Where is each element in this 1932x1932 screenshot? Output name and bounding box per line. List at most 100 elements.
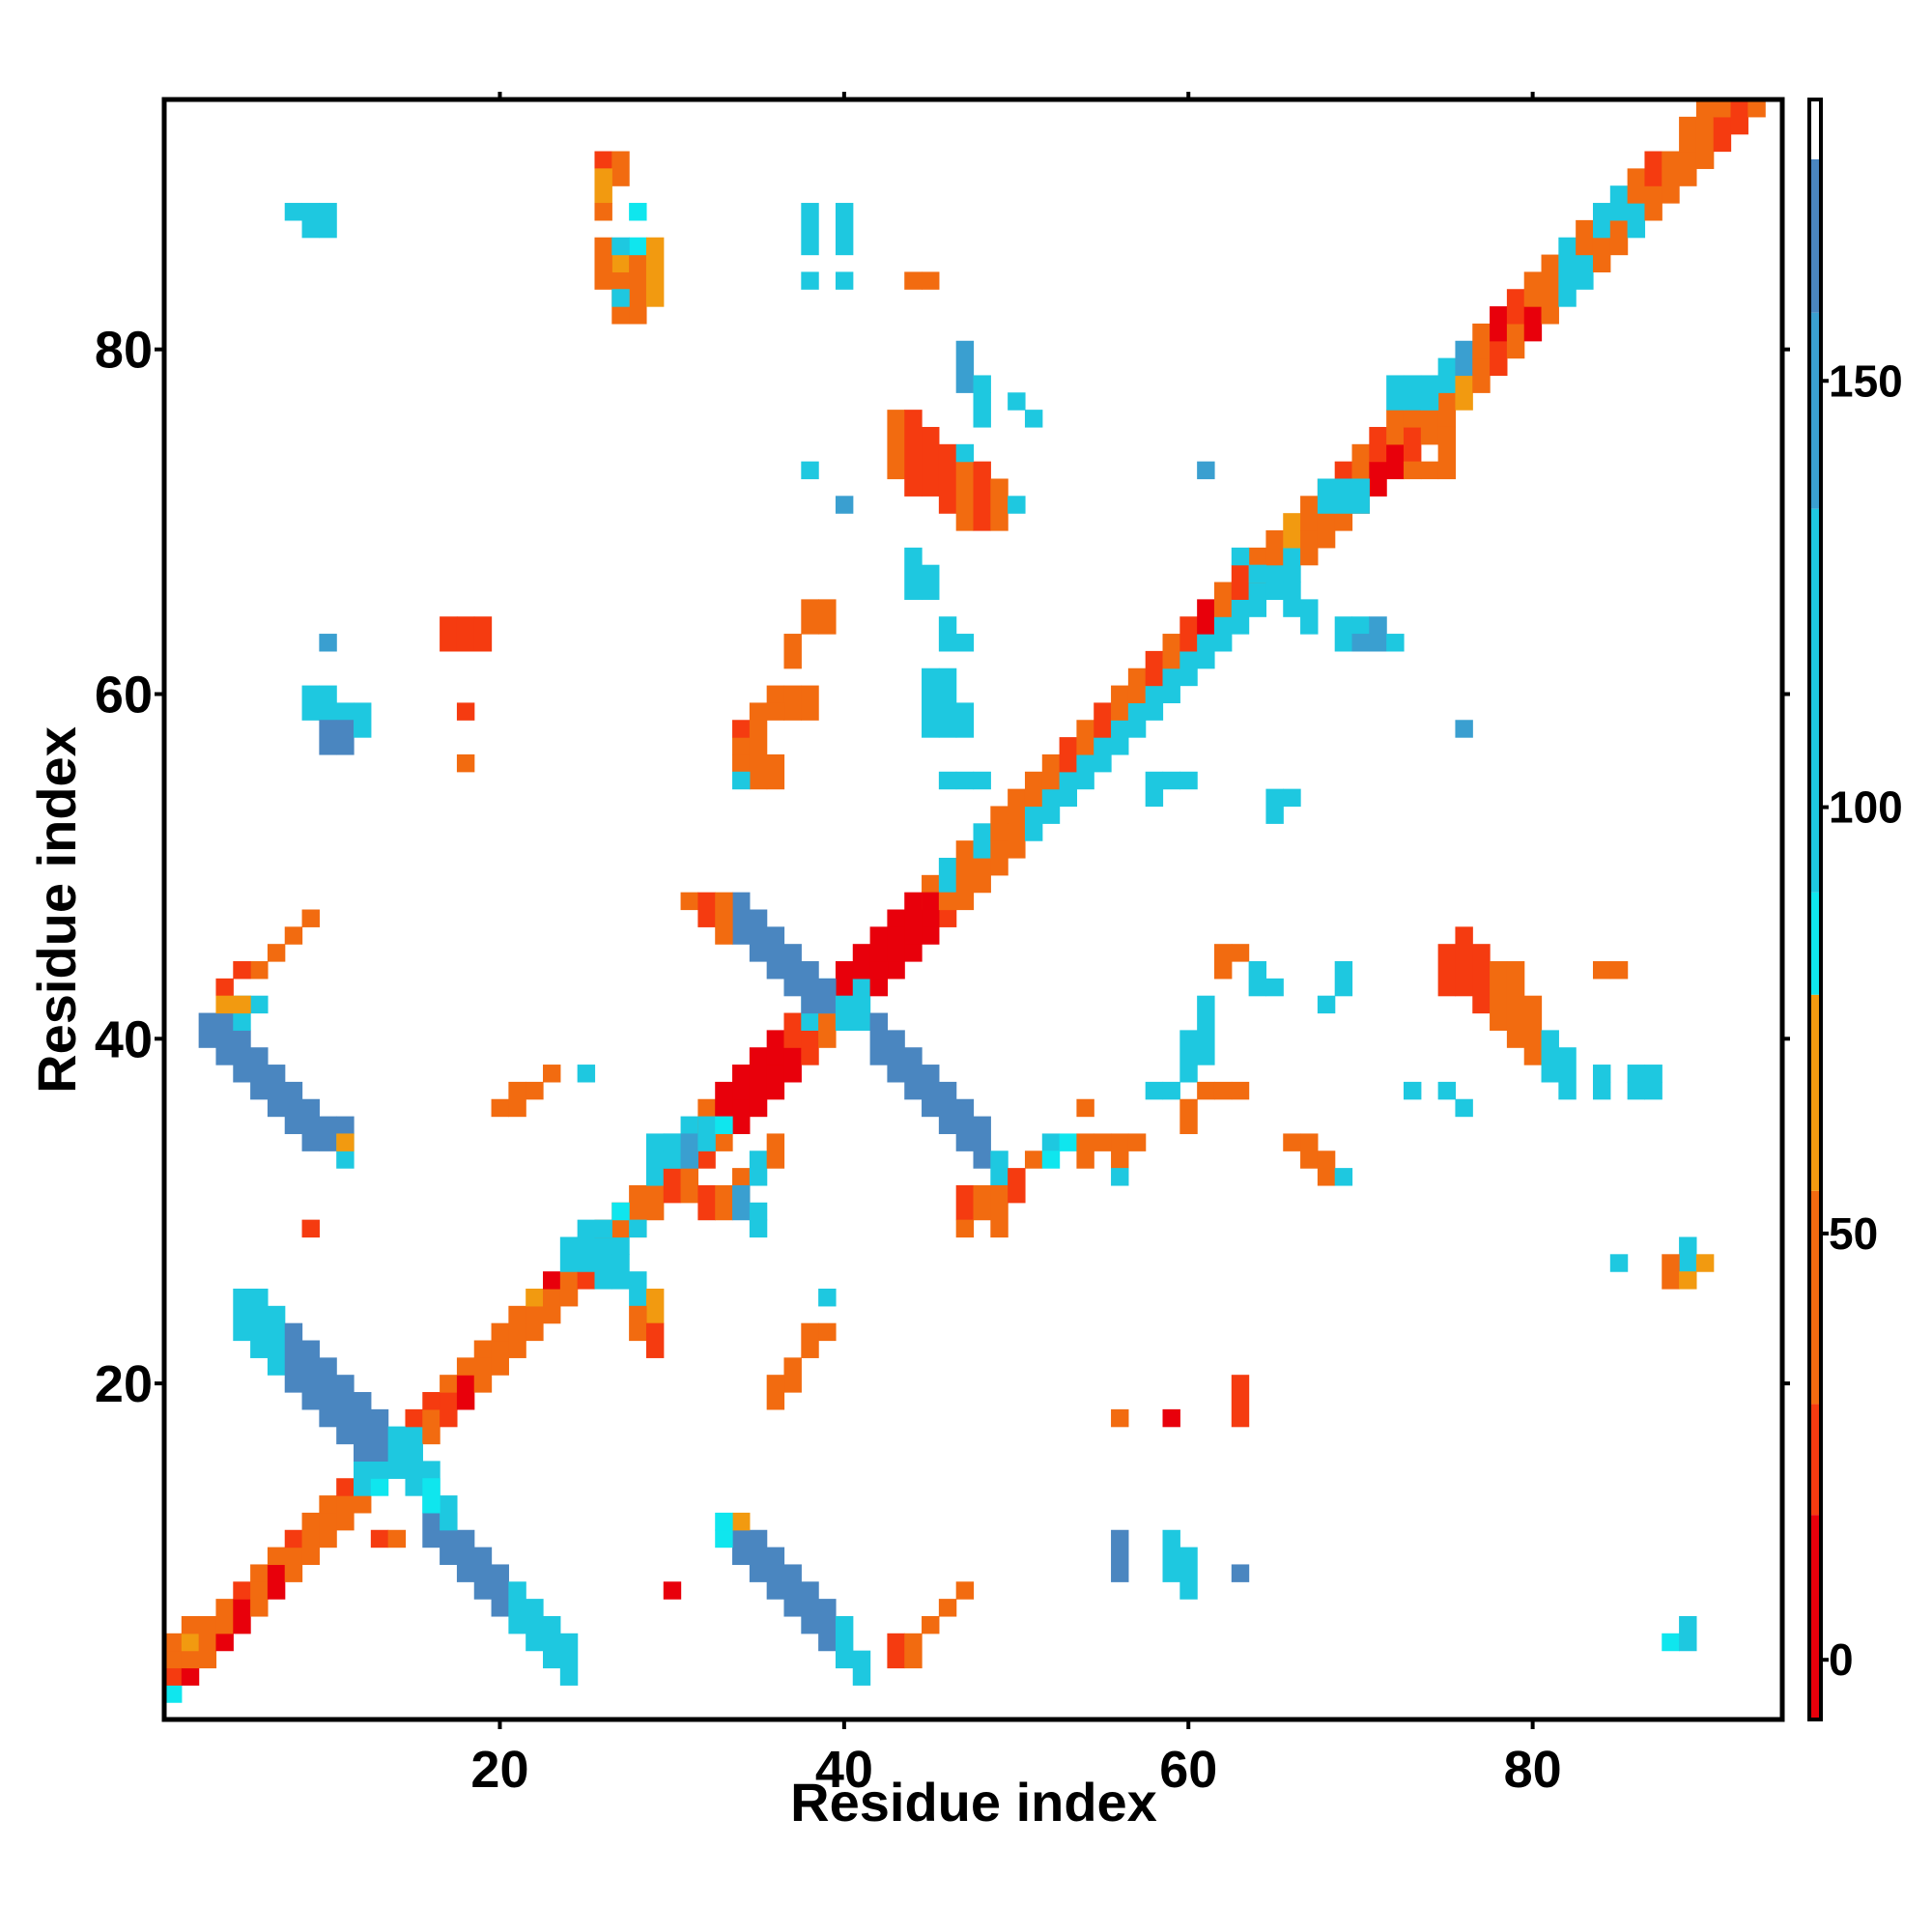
heatmap-cell — [526, 1081, 544, 1100]
heatmap-cell — [1300, 1133, 1319, 1169]
heatmap-cell — [250, 961, 269, 980]
colorbar-band — [1809, 892, 1821, 995]
heatmap-cell — [732, 720, 751, 738]
heatmap-cell — [645, 1322, 665, 1358]
heatmap-cell — [354, 1392, 372, 1462]
heatmap-cell — [1179, 1098, 1198, 1135]
heatmap-cell — [818, 1322, 837, 1342]
heatmap-cell — [1231, 944, 1250, 962]
heatmap-cell — [1334, 961, 1353, 997]
colorbar-tick-label: 150 — [1829, 355, 1903, 406]
heatmap-cell — [1008, 1168, 1026, 1204]
heatmap-cell — [629, 1219, 647, 1238]
heatmap-cell — [319, 203, 337, 239]
heatmap-cell — [645, 1151, 665, 1186]
heatmap-cell — [1008, 392, 1026, 411]
heatmap-cell — [1334, 616, 1353, 652]
heatmap-cell — [611, 237, 630, 256]
heatmap-cell — [215, 1633, 234, 1652]
heatmap-cell — [1644, 1081, 1662, 1100]
heatmap-cell — [319, 1116, 337, 1151]
heatmap-cell — [1455, 926, 1473, 997]
colorbar-band — [1809, 1404, 1821, 1516]
heatmap-cell — [1351, 443, 1370, 480]
heatmap-cell — [181, 1667, 200, 1686]
heatmap-cell — [1283, 1133, 1301, 1151]
y-tick-label: 60 — [95, 666, 153, 724]
heatmap-cell — [284, 926, 303, 945]
heatmap-cell — [835, 961, 854, 997]
heatmap-cell — [680, 1133, 698, 1169]
heatmap-cell — [732, 1098, 751, 1135]
x-axis-title: Residue index — [790, 1772, 1157, 1833]
heatmap-cell — [697, 1184, 716, 1221]
heatmap-cell — [594, 1236, 612, 1272]
heatmap-cell — [233, 1599, 251, 1634]
heatmap-cell — [1713, 99, 1732, 118]
heatmap-cell — [456, 1375, 475, 1410]
heatmap-cell — [1541, 254, 1559, 290]
heatmap-cell — [766, 1133, 785, 1169]
heatmap-cell — [1162, 1081, 1180, 1100]
heatmap-cell — [1523, 306, 1543, 342]
heatmap-cell — [645, 1133, 665, 1151]
heatmap-cell — [1490, 306, 1508, 342]
heatmap-cell — [955, 702, 975, 738]
heatmap-cell — [336, 1116, 355, 1135]
heatmap-cell — [1265, 788, 1284, 824]
heatmap-cell — [594, 1271, 612, 1290]
heatmap-cell — [611, 289, 630, 307]
heatmap-cell — [1386, 443, 1405, 480]
colorbar-tick-label: 0 — [1829, 1634, 1854, 1685]
heatmap-cell — [1351, 478, 1370, 514]
heatmap-cell — [973, 392, 991, 428]
heatmap-cell — [1213, 616, 1233, 652]
heatmap-cell — [1576, 219, 1594, 256]
heatmap-cell — [1490, 340, 1508, 377]
heatmap-cell — [336, 1495, 355, 1531]
heatmap-cell — [904, 271, 923, 290]
heatmap-cell — [922, 668, 940, 738]
heatmap-cell — [1592, 1065, 1611, 1083]
heatmap-cell — [473, 1357, 493, 1393]
heatmap-cell — [1695, 99, 1715, 135]
heatmap-cell — [1127, 668, 1147, 704]
heatmap-cell — [198, 1633, 217, 1669]
heatmap-cell — [629, 1184, 647, 1204]
heatmap-cell — [1300, 530, 1319, 566]
heatmap-cell — [319, 720, 337, 755]
heatmap-cell — [164, 1633, 183, 1652]
heatmap-cell — [1317, 1151, 1336, 1186]
heatmap-cell — [732, 892, 751, 945]
heatmap-cell — [594, 168, 612, 204]
heatmap-cell — [1162, 1529, 1180, 1582]
heatmap-cell — [1644, 151, 1662, 186]
heatmap-cell — [1248, 582, 1267, 617]
y-axis-title: Residue index — [26, 726, 87, 1094]
heatmap-cell — [749, 1202, 768, 1221]
heatmap-cell — [922, 1065, 940, 1118]
heatmap-cell — [301, 909, 320, 927]
heatmap-cell — [835, 995, 854, 1031]
heatmap-cell — [1576, 254, 1594, 290]
x-tick-label: 40 — [815, 1741, 873, 1799]
heatmap-cell — [336, 1375, 355, 1445]
heatmap-cell — [594, 237, 612, 290]
heatmap-cell — [955, 1184, 975, 1221]
heatmap-cell — [267, 1564, 286, 1600]
colorbar-band — [1809, 312, 1821, 509]
heatmap-cell — [749, 1151, 768, 1186]
heatmap-cell — [267, 1065, 286, 1118]
heatmap-cell — [973, 823, 991, 859]
heatmap-cell — [284, 203, 303, 221]
heatmap-cell — [1558, 237, 1577, 272]
heatmap-cell — [1162, 771, 1180, 790]
colorbar-band — [1809, 158, 1821, 313]
heatmap-cell — [611, 151, 630, 186]
heatmap-cell — [1111, 1529, 1129, 1582]
heatmap-cell — [1644, 1065, 1662, 1083]
heatmap-cell — [611, 1236, 630, 1255]
heatmap-cell — [818, 1288, 837, 1307]
heatmap-cell — [922, 426, 940, 497]
